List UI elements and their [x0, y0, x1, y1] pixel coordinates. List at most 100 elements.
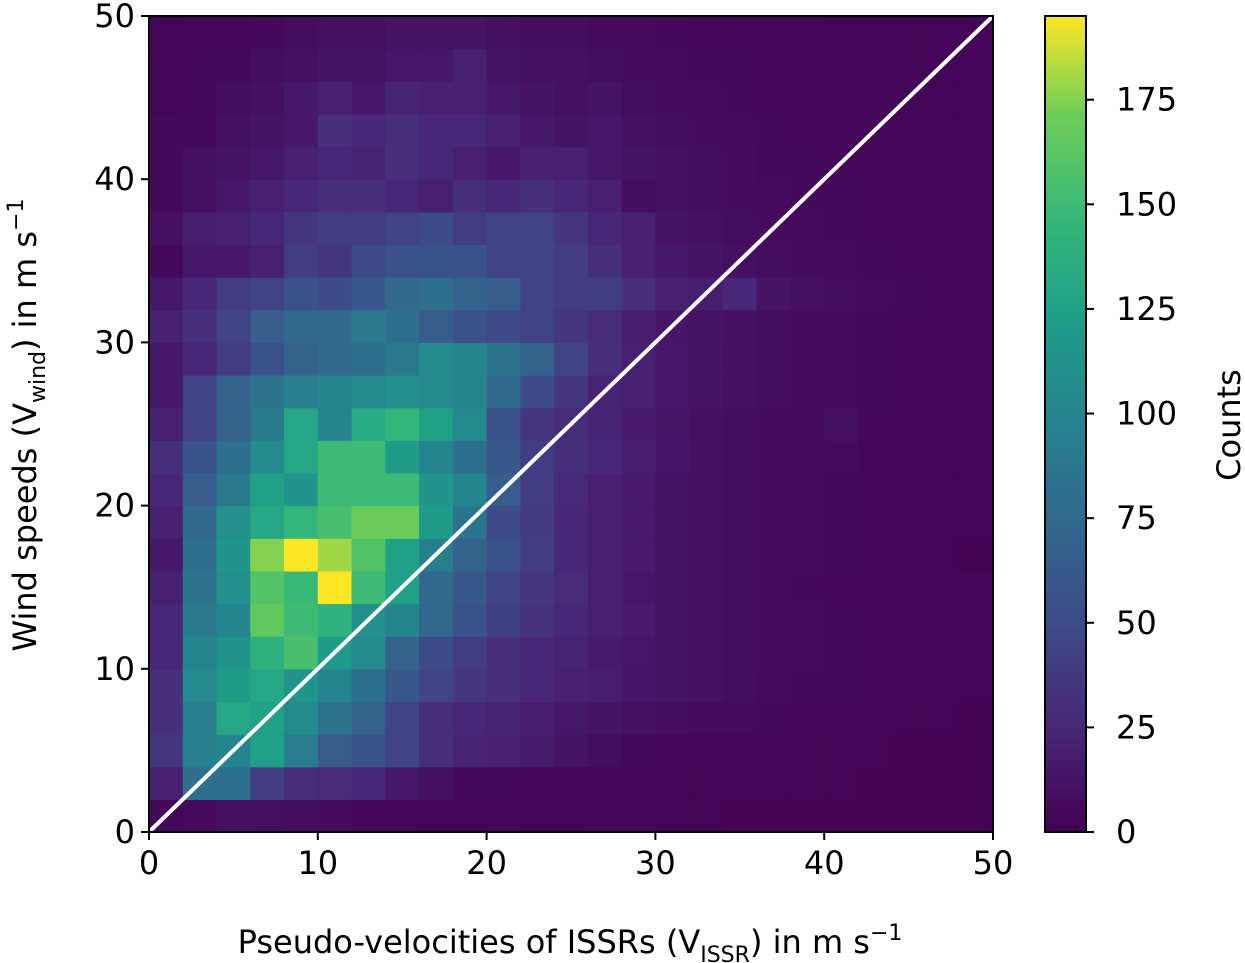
heatmap-cell [385, 668, 420, 703]
heatmap-cell [722, 636, 758, 670]
heatmap-cell [722, 472, 758, 507]
heatmap-cell [857, 375, 893, 409]
heatmap-cell [284, 538, 319, 572]
heatmap-cell [351, 211, 386, 246]
heatmap-cell [554, 636, 589, 670]
heatmap-cell [385, 538, 420, 572]
heatmap-cell [250, 636, 285, 670]
heatmap-cell [351, 799, 386, 833]
heatmap-cell [824, 440, 859, 474]
heatmap-cell [756, 342, 792, 376]
heatmap-cell [756, 277, 792, 311]
heatmap-cell [790, 603, 825, 637]
heatmap-cell [351, 668, 386, 703]
heatmap-cell [824, 244, 859, 278]
heatmap-cell [959, 570, 994, 605]
heatmap-cell [149, 146, 184, 180]
heatmap-cell [891, 570, 927, 605]
heatmap-cell [655, 113, 690, 148]
colorbar-tick-label: 150 [1116, 185, 1177, 223]
heatmap-cell [587, 244, 623, 278]
heatmap-cell [520, 766, 555, 800]
heatmap-cell [385, 701, 420, 735]
heatmap-cell [520, 375, 555, 409]
heatmap-cell [891, 244, 927, 278]
heatmap-cell [824, 48, 859, 82]
heatmap-cell [452, 407, 488, 441]
heatmap-cell [857, 244, 893, 278]
heatmap-cell [554, 603, 589, 637]
heatmap-cell [486, 211, 521, 246]
heatmap-cell [520, 113, 555, 148]
heatmap-cell [756, 81, 792, 115]
heatmap-cell [182, 603, 218, 637]
heatmap-cell [149, 16, 184, 50]
heatmap-cell [722, 505, 758, 539]
heatmap-cell [891, 375, 927, 409]
heatmap-cell [452, 81, 488, 115]
x-tick-label: 10 [297, 844, 338, 882]
heatmap-cell [419, 375, 454, 409]
heatmap-cell [554, 277, 589, 311]
heatmap-cell [925, 81, 960, 115]
heatmap-cell [722, 309, 758, 343]
heatmap-cell [250, 146, 285, 180]
heatmap-cell [655, 440, 690, 474]
heatmap-cell [756, 538, 792, 572]
heatmap-cell [351, 113, 386, 148]
heatmap-cell [250, 505, 285, 539]
heatmap-cell [925, 211, 960, 246]
heatmap-cell [790, 375, 825, 409]
heatmap-cell [284, 440, 319, 474]
heatmap-cell [216, 505, 251, 539]
heatmap-cell [790, 16, 825, 50]
heatmap-cell [385, 179, 420, 213]
heatmap-cell [857, 440, 893, 474]
heatmap-cell [621, 244, 656, 278]
heatmap-cell [959, 277, 994, 311]
heatmap-cell [621, 146, 656, 180]
heatmap-cell [891, 113, 927, 148]
heatmap-cell [756, 407, 792, 441]
heatmap-cell [419, 440, 454, 474]
heatmap-cell [216, 570, 251, 605]
heatmap-cell [824, 734, 859, 768]
heatmap-cell [722, 81, 758, 115]
heatmap-cell [621, 179, 656, 213]
heatmap-cell [554, 701, 589, 735]
heatmap-cell [824, 113, 859, 148]
heatmap-cell [385, 636, 420, 670]
heatmap-cell [756, 113, 792, 148]
heatmap-cell [655, 211, 690, 246]
heatmap-cell [621, 472, 656, 507]
heatmap-cell [857, 179, 893, 213]
heatmap-cell [452, 211, 488, 246]
heatmap-cell [689, 179, 724, 213]
heatmap-cell [722, 701, 758, 735]
heatmap-cells [149, 16, 994, 833]
heatmap-cell [857, 734, 893, 768]
heatmap-cell [216, 179, 251, 213]
heatmap-cell [891, 701, 927, 735]
heatmap-cell [149, 538, 184, 572]
heatmap-cell [689, 570, 724, 605]
heatmap-cell [520, 342, 555, 376]
heatmap-cell [351, 505, 386, 539]
heatmap-cell [351, 309, 386, 343]
heatmap-cell [587, 603, 623, 637]
heatmap-cell [351, 375, 386, 409]
y-axis-label-after: ) in m s [6, 231, 44, 351]
heatmap-cell [452, 766, 488, 800]
heatmap-cell [756, 244, 792, 278]
colorbar-tick-label: 175 [1116, 81, 1177, 119]
y-axis-label-sub: wind [26, 351, 51, 403]
heatmap-cell [520, 799, 555, 833]
heatmap-cell [452, 342, 488, 376]
x-axis-label: Pseudo-velocities of ISSRs (VISSR) in m … [238, 921, 903, 963]
x-axis-label-sub: ISSR [700, 943, 750, 963]
heatmap-cell [317, 603, 353, 637]
heatmap-cell [351, 244, 386, 278]
heatmap-cell [385, 277, 420, 311]
heatmap-cell [959, 603, 994, 637]
heatmap-cell [419, 407, 454, 441]
